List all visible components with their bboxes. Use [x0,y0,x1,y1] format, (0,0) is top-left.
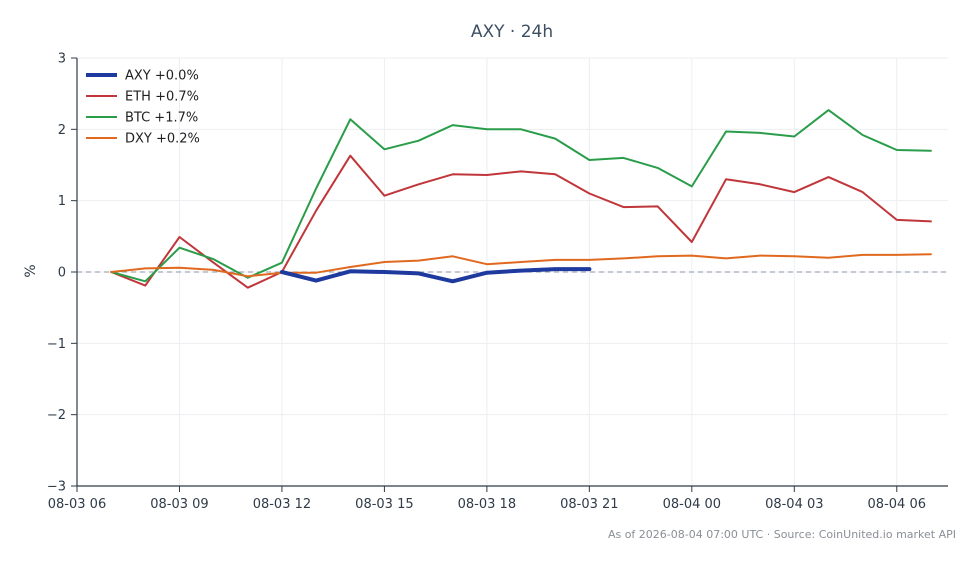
legend-label-axy: AXY +0.0% [125,69,199,84]
y-tick-labels: 3 2 1 0 −1 −2 −3 [47,52,66,495]
series-line-dxy [110,253,932,278]
series-line-axy [279,267,592,284]
y-tick-label: −1 [47,337,66,352]
x-tick-label: 08-04 06 [868,497,926,512]
legend: AXY +0.0% ETH +0.7% BTC +1.7% DXY +0.2% [86,69,200,147]
x-tick-label: 08-04 00 [663,497,721,512]
x-tick-label: 08-03 21 [560,497,618,512]
x-tick-label: 08-03 18 [458,497,516,512]
x-tick-label: 08-03 15 [355,497,413,512]
x-tick-label: 08-04 03 [765,497,823,512]
y-tick-label: 1 [58,194,66,209]
y-axis-label: % [23,264,39,277]
y-tick-label: 3 [58,52,66,67]
source-footer: As of 2026-08-04 07:00 UTC · Source: Coi… [608,528,956,541]
x-tick-label: 08-03 06 [48,497,106,512]
series-line-btc [110,109,932,283]
legend-label-btc: BTC +1.7% [125,111,198,126]
chart-title: AXY · 24h [471,22,553,42]
axes [71,57,948,492]
x-tick-label: 08-03 12 [253,497,311,512]
legend-label-dxy: DXY +0.2% [125,132,200,147]
y-tick-label: −2 [47,408,66,423]
x-tick-label: 08-03 09 [150,497,208,512]
legend-label-eth: ETH +0.7% [125,90,199,105]
x-tick-labels: 08-03 06 08-03 09 08-03 12 08-03 15 08-03 18… [48,497,926,512]
series-lines [110,109,932,289]
y-tick-label: 2 [58,123,66,138]
series-line-eth [110,154,932,289]
y-tick-label: −3 [47,480,66,495]
y-tick-label: 0 [58,266,66,281]
